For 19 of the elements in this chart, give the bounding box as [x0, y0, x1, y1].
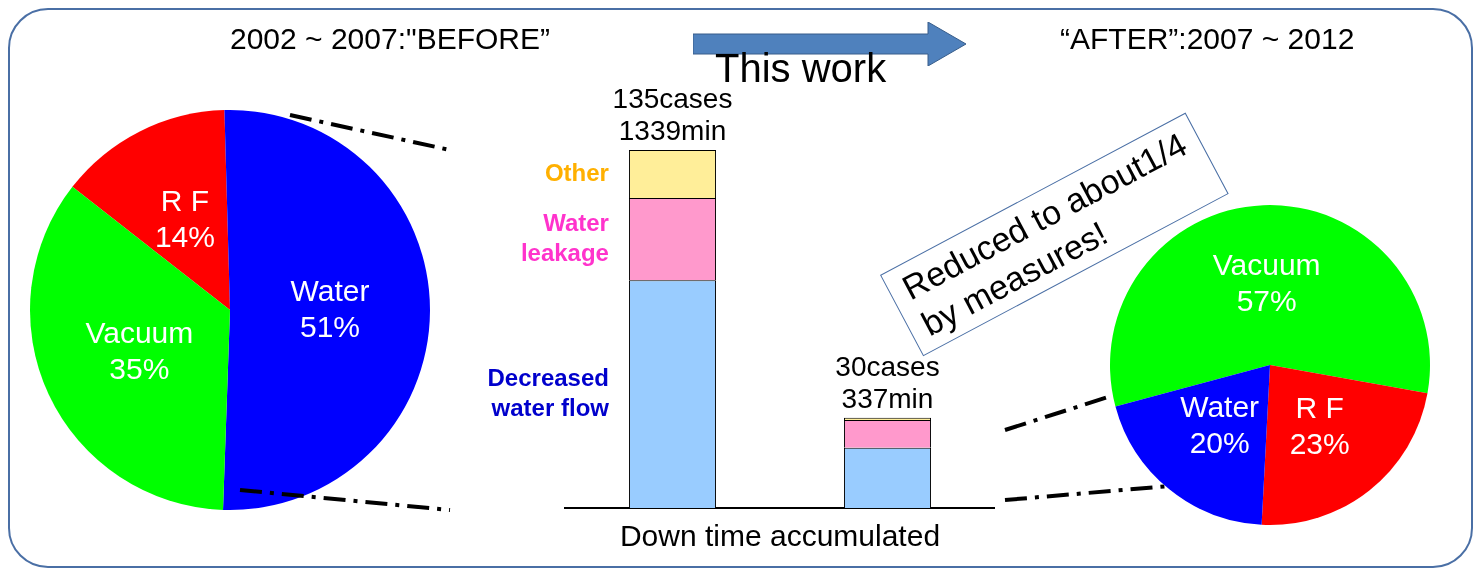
slice-label: Water — [290, 273, 370, 307]
series-label: Water leakage — [520, 208, 609, 266]
slice-label: Vacuum — [1212, 248, 1321, 282]
data-label: 57% — [1236, 284, 1297, 318]
slice-label: Water — [1180, 390, 1260, 424]
chart-title: 2002 ~ 2007:"BEFORE” — [230, 22, 550, 56]
data-label: 51% — [299, 309, 361, 343]
slice-label: R F — [1295, 390, 1344, 424]
series-label: Decreased water flow — [487, 363, 610, 421]
total-label: 30cases 337min — [835, 350, 940, 414]
data-label: 35% — [109, 351, 170, 385]
data-label: 14% — [154, 220, 215, 254]
slice-label: R F — [160, 184, 210, 218]
x-axis-title: Down time accumulated — [619, 519, 941, 553]
slice-label: Vacuum — [85, 315, 194, 349]
data-label: 20% — [1189, 426, 1250, 460]
series-label: Other — [544, 158, 609, 186]
chart-title: “AFTER”:2007 ~ 2012 — [1060, 22, 1355, 56]
data-label: 23% — [1289, 426, 1350, 460]
